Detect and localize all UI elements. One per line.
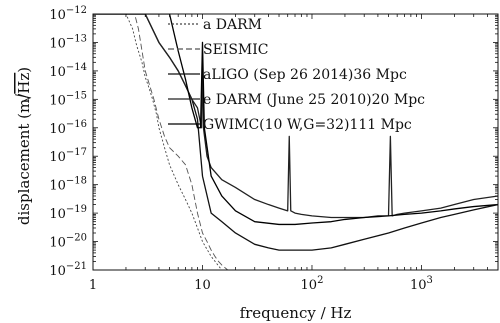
- y-tick-label: 10−21: [49, 261, 87, 279]
- x-tick-label: 103: [410, 275, 433, 293]
- y-axis-label: displacement (m/Hz): [14, 67, 33, 225]
- axes: 1 10 102 103 10−12 10−13 10−14 10−15 10−16 10−17 1…: [49, 5, 499, 293]
- legend-label: e DARM (June 25 2010)20 Mpc: [203, 92, 425, 108]
- plot-area: [93, 14, 498, 270]
- y-tick-label: 10−20: [49, 233, 87, 251]
- x-tick-label: 102: [301, 275, 324, 293]
- y-axis-label-text: displacement (m/Hz): [15, 67, 33, 225]
- y-tick-label: 10−14: [49, 62, 87, 80]
- y-tick-label: 10−13: [49, 33, 87, 51]
- series-line-1: [93, 14, 498, 270]
- axes-frame: [92, 13, 499, 271]
- radical-sign: [14, 94, 32, 102]
- y-tick-label: 10−17: [49, 147, 87, 165]
- series-line-2: [93, 14, 236, 270]
- x-tick-label: 10: [194, 278, 211, 293]
- legend-label: a DARM: [203, 17, 262, 33]
- x-axis-label: frequency / Hz: [240, 304, 352, 322]
- y-tick-label: 10−15: [49, 90, 87, 108]
- series-line-5: [93, 14, 498, 226]
- y-tick-label: 10−16: [49, 119, 87, 137]
- legend-label: GWIMC(10 W,G=32)111 Mpc: [203, 117, 412, 133]
- legend-label: aLIGO (Sep 26 2014)36 Mpc: [203, 67, 407, 83]
- legend: a DARM SEISMIC aLIGO (Sep 26 2014)36 Mpc e …: [168, 17, 425, 133]
- y-tick-label: 10−19: [49, 204, 87, 222]
- y-tick-label: 10−18: [49, 176, 87, 194]
- y-tick-label: 10−12: [49, 5, 87, 23]
- x-tick-label: 1: [89, 278, 97, 293]
- legend-label: SEISMIC: [203, 42, 269, 58]
